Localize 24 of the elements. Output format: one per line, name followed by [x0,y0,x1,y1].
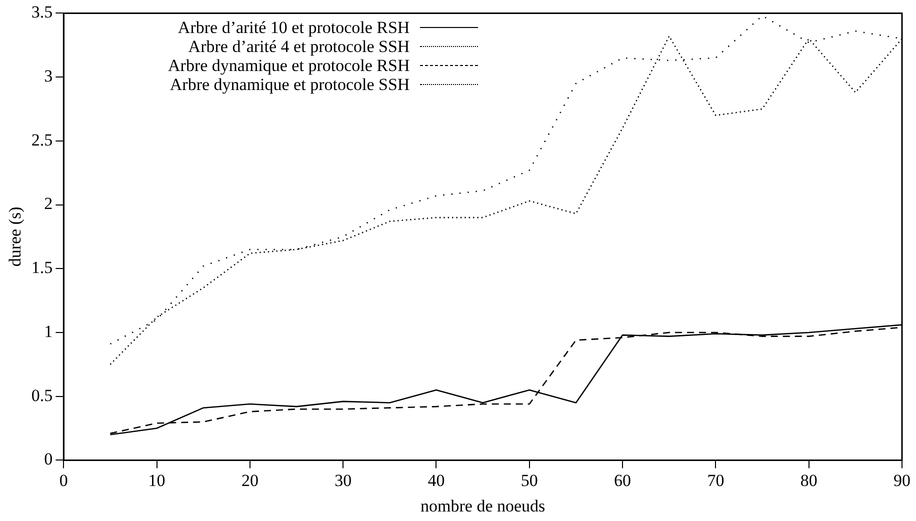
legend-label: Arbre dynamique et protocole RSH [168,56,410,75]
x-axis-title: nombre de noeuds [420,496,546,516]
y-tick-label: 2 [44,194,53,214]
x-tick-label: 20 [241,470,258,490]
y-tick-label: 1 [44,322,53,341]
x-tick-label: 50 [520,470,538,490]
x-tick-label: 0 [59,470,68,490]
legend-label: Arbre dynamique et protocole SSH [170,75,410,94]
x-tick-label: 90 [894,470,910,490]
x-tick-label: 30 [334,470,352,490]
x-tick-label: 10 [148,470,166,490]
x-tick-label: 80 [800,470,818,490]
y-tick-label: 1.5 [31,258,53,278]
y-tick-label: 3 [44,66,53,86]
x-tick-label: 40 [428,470,445,490]
y-tick-label: 0 [44,450,53,469]
legend-label: Arbre d’arité 4 et protocole SSH [188,37,410,56]
y-tick-label: 0.5 [31,386,53,405]
y-axis-title: duree (s) [6,206,25,267]
y-tick-label: 2.5 [31,130,53,150]
legend-label: Arbre d’arité 10 et protocole RSH [178,18,410,37]
y-tick-label: 3.5 [31,2,53,22]
x-tick-label: 70 [707,470,724,490]
x-tick-label: 60 [614,470,632,490]
